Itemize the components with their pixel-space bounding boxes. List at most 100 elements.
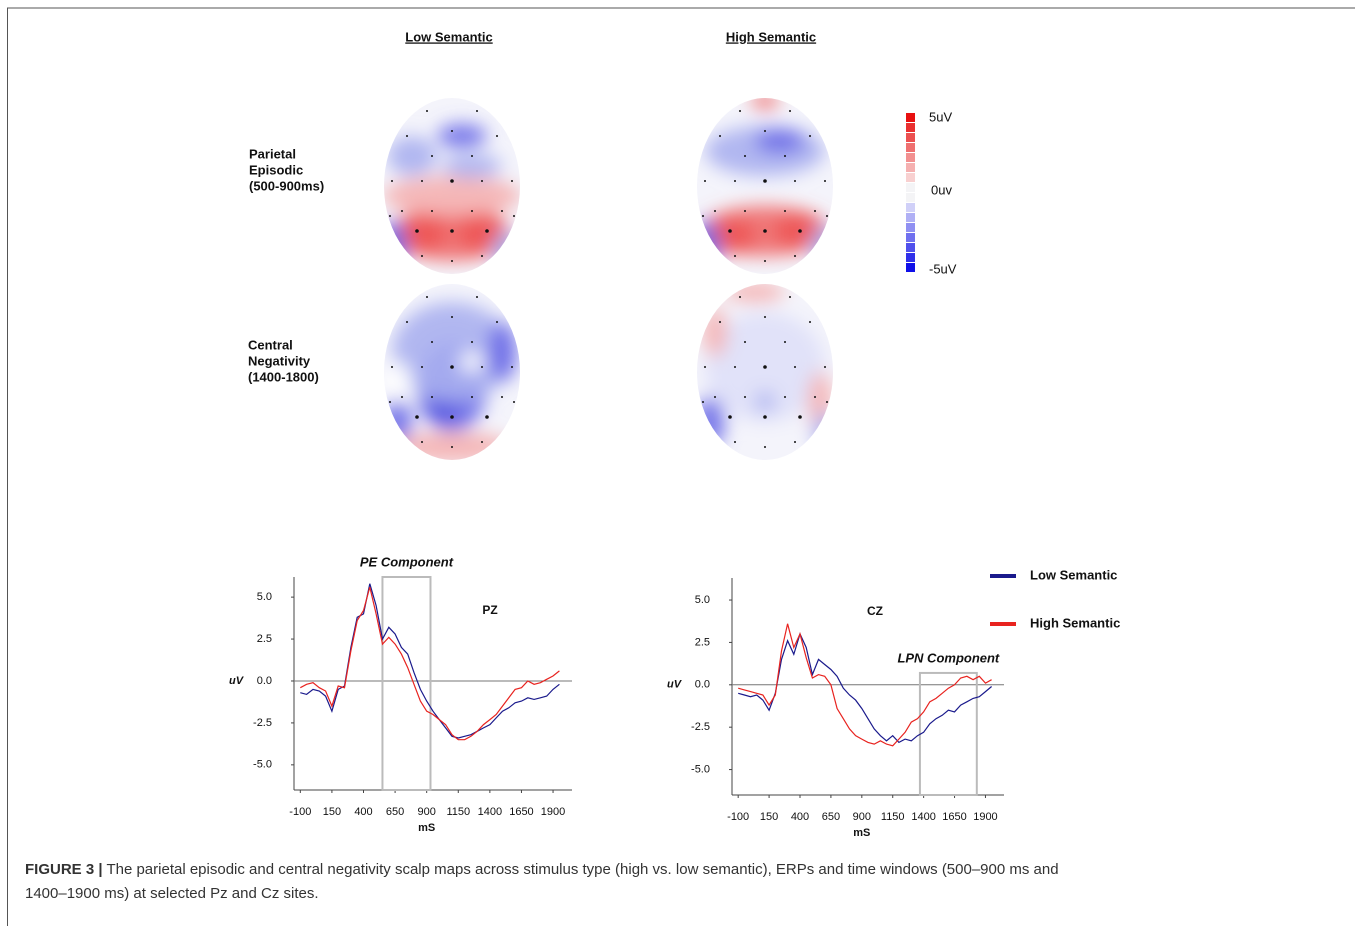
- potential-blob: [755, 392, 775, 412]
- electrode: [824, 366, 826, 368]
- colorbar-swatch: [906, 153, 915, 162]
- potential-blob: [751, 98, 779, 109]
- electrode: [826, 215, 828, 217]
- column-header: Low Semantic: [405, 29, 492, 44]
- electrode: [421, 441, 423, 443]
- y-axis-label: uV: [229, 675, 245, 687]
- electrode: [739, 296, 741, 298]
- x-axis-label: mS: [853, 827, 870, 839]
- electrode: [471, 396, 473, 398]
- electrode: [734, 180, 736, 182]
- x-tick-label: 650: [822, 811, 840, 823]
- component-label: LPN Component: [897, 650, 999, 665]
- electrode: [734, 441, 736, 443]
- legend-label: Low Semantic: [1030, 567, 1117, 582]
- x-tick-label: -100: [289, 806, 311, 818]
- electrode: [784, 155, 786, 157]
- electrode: [421, 180, 423, 182]
- electrode: [421, 366, 423, 368]
- erp-line: [300, 583, 560, 739]
- electrode: [794, 255, 796, 257]
- x-tick-label: 650: [386, 806, 404, 818]
- potential-blob: [703, 307, 727, 357]
- component-window: [381, 576, 432, 791]
- potential-blob: [384, 397, 412, 447]
- row-label: Parietal: [249, 146, 296, 161]
- x-tick-label: 900: [853, 811, 871, 823]
- electrode: [739, 110, 741, 112]
- erp-line: [738, 623, 992, 747]
- electrode: [702, 215, 704, 217]
- y-tick-label: 2.5: [257, 633, 272, 645]
- electrode: [798, 415, 802, 419]
- electrode: [763, 179, 767, 183]
- electrode: [702, 401, 704, 403]
- caption: FIGURE 3 | The parietal episodic and cen…: [25, 861, 1059, 878]
- electrode: [481, 366, 483, 368]
- x-tick-label: 150: [323, 806, 341, 818]
- potential-blob: [442, 154, 502, 178]
- electrode: [704, 180, 706, 182]
- head-blobs: [384, 124, 520, 271]
- y-axis-label: uV: [667, 679, 683, 691]
- y-tick-label: 0.0: [257, 675, 272, 687]
- row-label: Episodic: [249, 162, 303, 177]
- x-axis-label: mS: [418, 822, 435, 834]
- potential-blob: [384, 362, 412, 402]
- legend-label: High Semantic: [1030, 615, 1120, 630]
- electrode: [481, 180, 483, 182]
- y-tick-label: -5.0: [691, 763, 710, 775]
- potential-blob: [755, 129, 805, 153]
- colorbar-swatch: [906, 163, 915, 172]
- electrode: [734, 255, 736, 257]
- electrode: [451, 130, 453, 132]
- colorbar-swatch: [906, 243, 915, 252]
- electrode: [744, 341, 746, 343]
- electrode: [809, 135, 811, 137]
- electrode: [450, 415, 454, 419]
- potential-blob: [384, 221, 407, 271]
- electrode: [763, 365, 767, 369]
- colorbar-swatch: [906, 113, 915, 122]
- electrode: [764, 446, 766, 448]
- potential-blob: [487, 322, 517, 382]
- electrode: [794, 441, 796, 443]
- electrode: [763, 415, 767, 419]
- electrode: [744, 155, 746, 157]
- electrode: [728, 229, 732, 233]
- component-label: PE Component: [360, 554, 454, 569]
- x-tick-label: 1900: [541, 806, 565, 818]
- electrode: [728, 415, 732, 419]
- x-tick-label: 1150: [446, 806, 470, 818]
- electrode: [389, 401, 391, 403]
- colorbar-swatch: [906, 253, 915, 262]
- colorbar-swatch: [906, 143, 915, 152]
- colorbar-swatch: [906, 213, 915, 222]
- colorbar-label: -5uV: [929, 261, 957, 276]
- x-tick-label: 1150: [881, 811, 905, 823]
- electrode: [451, 316, 453, 318]
- electrode: [763, 229, 767, 233]
- colorbar-swatch: [906, 133, 915, 142]
- electrode: [814, 396, 816, 398]
- potential-blob: [387, 136, 437, 176]
- electrode: [794, 180, 796, 182]
- potential-blob: [460, 352, 484, 372]
- electrode: [826, 401, 828, 403]
- electrode: [431, 341, 433, 343]
- x-tick-label: 1650: [942, 811, 966, 823]
- colorbar-label: 5uV: [929, 109, 952, 124]
- y-tick-label: -5.0: [253, 759, 272, 771]
- electrode: [481, 255, 483, 257]
- erp-line: [738, 632, 992, 744]
- erp-line: [300, 586, 560, 741]
- y-tick-label: 0.0: [695, 679, 710, 691]
- electrode: [809, 321, 811, 323]
- electrode: [824, 180, 826, 182]
- electrode: [451, 260, 453, 262]
- electrode: [501, 210, 503, 212]
- electrode: [431, 210, 433, 212]
- x-tick-label: -100: [727, 811, 749, 823]
- electrode: [401, 396, 403, 398]
- electrode: [421, 255, 423, 257]
